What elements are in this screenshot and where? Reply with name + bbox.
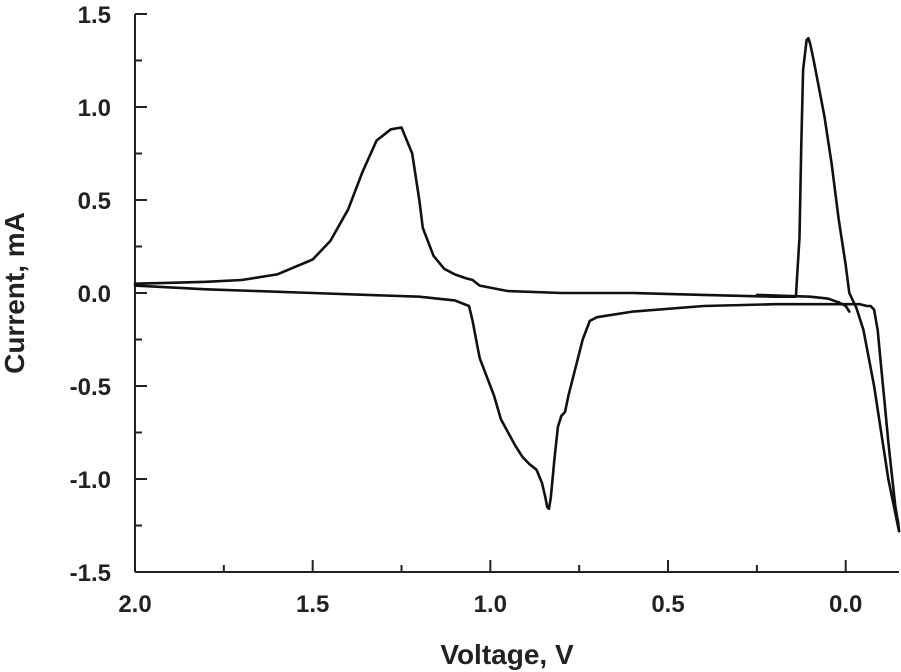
cv-series-line-1 [133,284,901,533]
x-tick-label: 0.0 [829,591,862,618]
x-tick-label: 0.5 [651,591,684,618]
x-axis-title: Voltage, V [440,639,574,670]
y-tick-label: -1.0 [70,467,111,494]
y-ticks: 1.5 1.0 0.5 0.0 -0.5 -1.0 -1.5 [70,2,147,587]
x-tick-label: 1.5 [296,591,329,618]
cv-series-line-2 [133,36,901,533]
y-tick-label: 1.0 [78,95,111,122]
y-tick-label: -1.5 [70,560,111,587]
y-tick-label: 0.5 [78,188,111,215]
plot-area: 2.0 1.5 1.0 0.5 0.0 1.5 1.0 0.5 0.0 -0.5 -1.0 -1.5 [70,2,901,618]
x-tick-label: 1.0 [474,591,507,618]
y-tick-label: -0.5 [70,374,111,401]
cv-series-line-3 [755,293,851,313]
y-tick-label: 1.5 [78,2,111,29]
x-tick-label: 2.0 [118,591,151,618]
y-tick-label: 0.0 [78,281,111,308]
series-layer [133,36,901,533]
x-ticks: 2.0 1.5 1.0 0.5 0.0 [118,560,862,618]
y-axis-title: Current, mA [0,212,30,374]
